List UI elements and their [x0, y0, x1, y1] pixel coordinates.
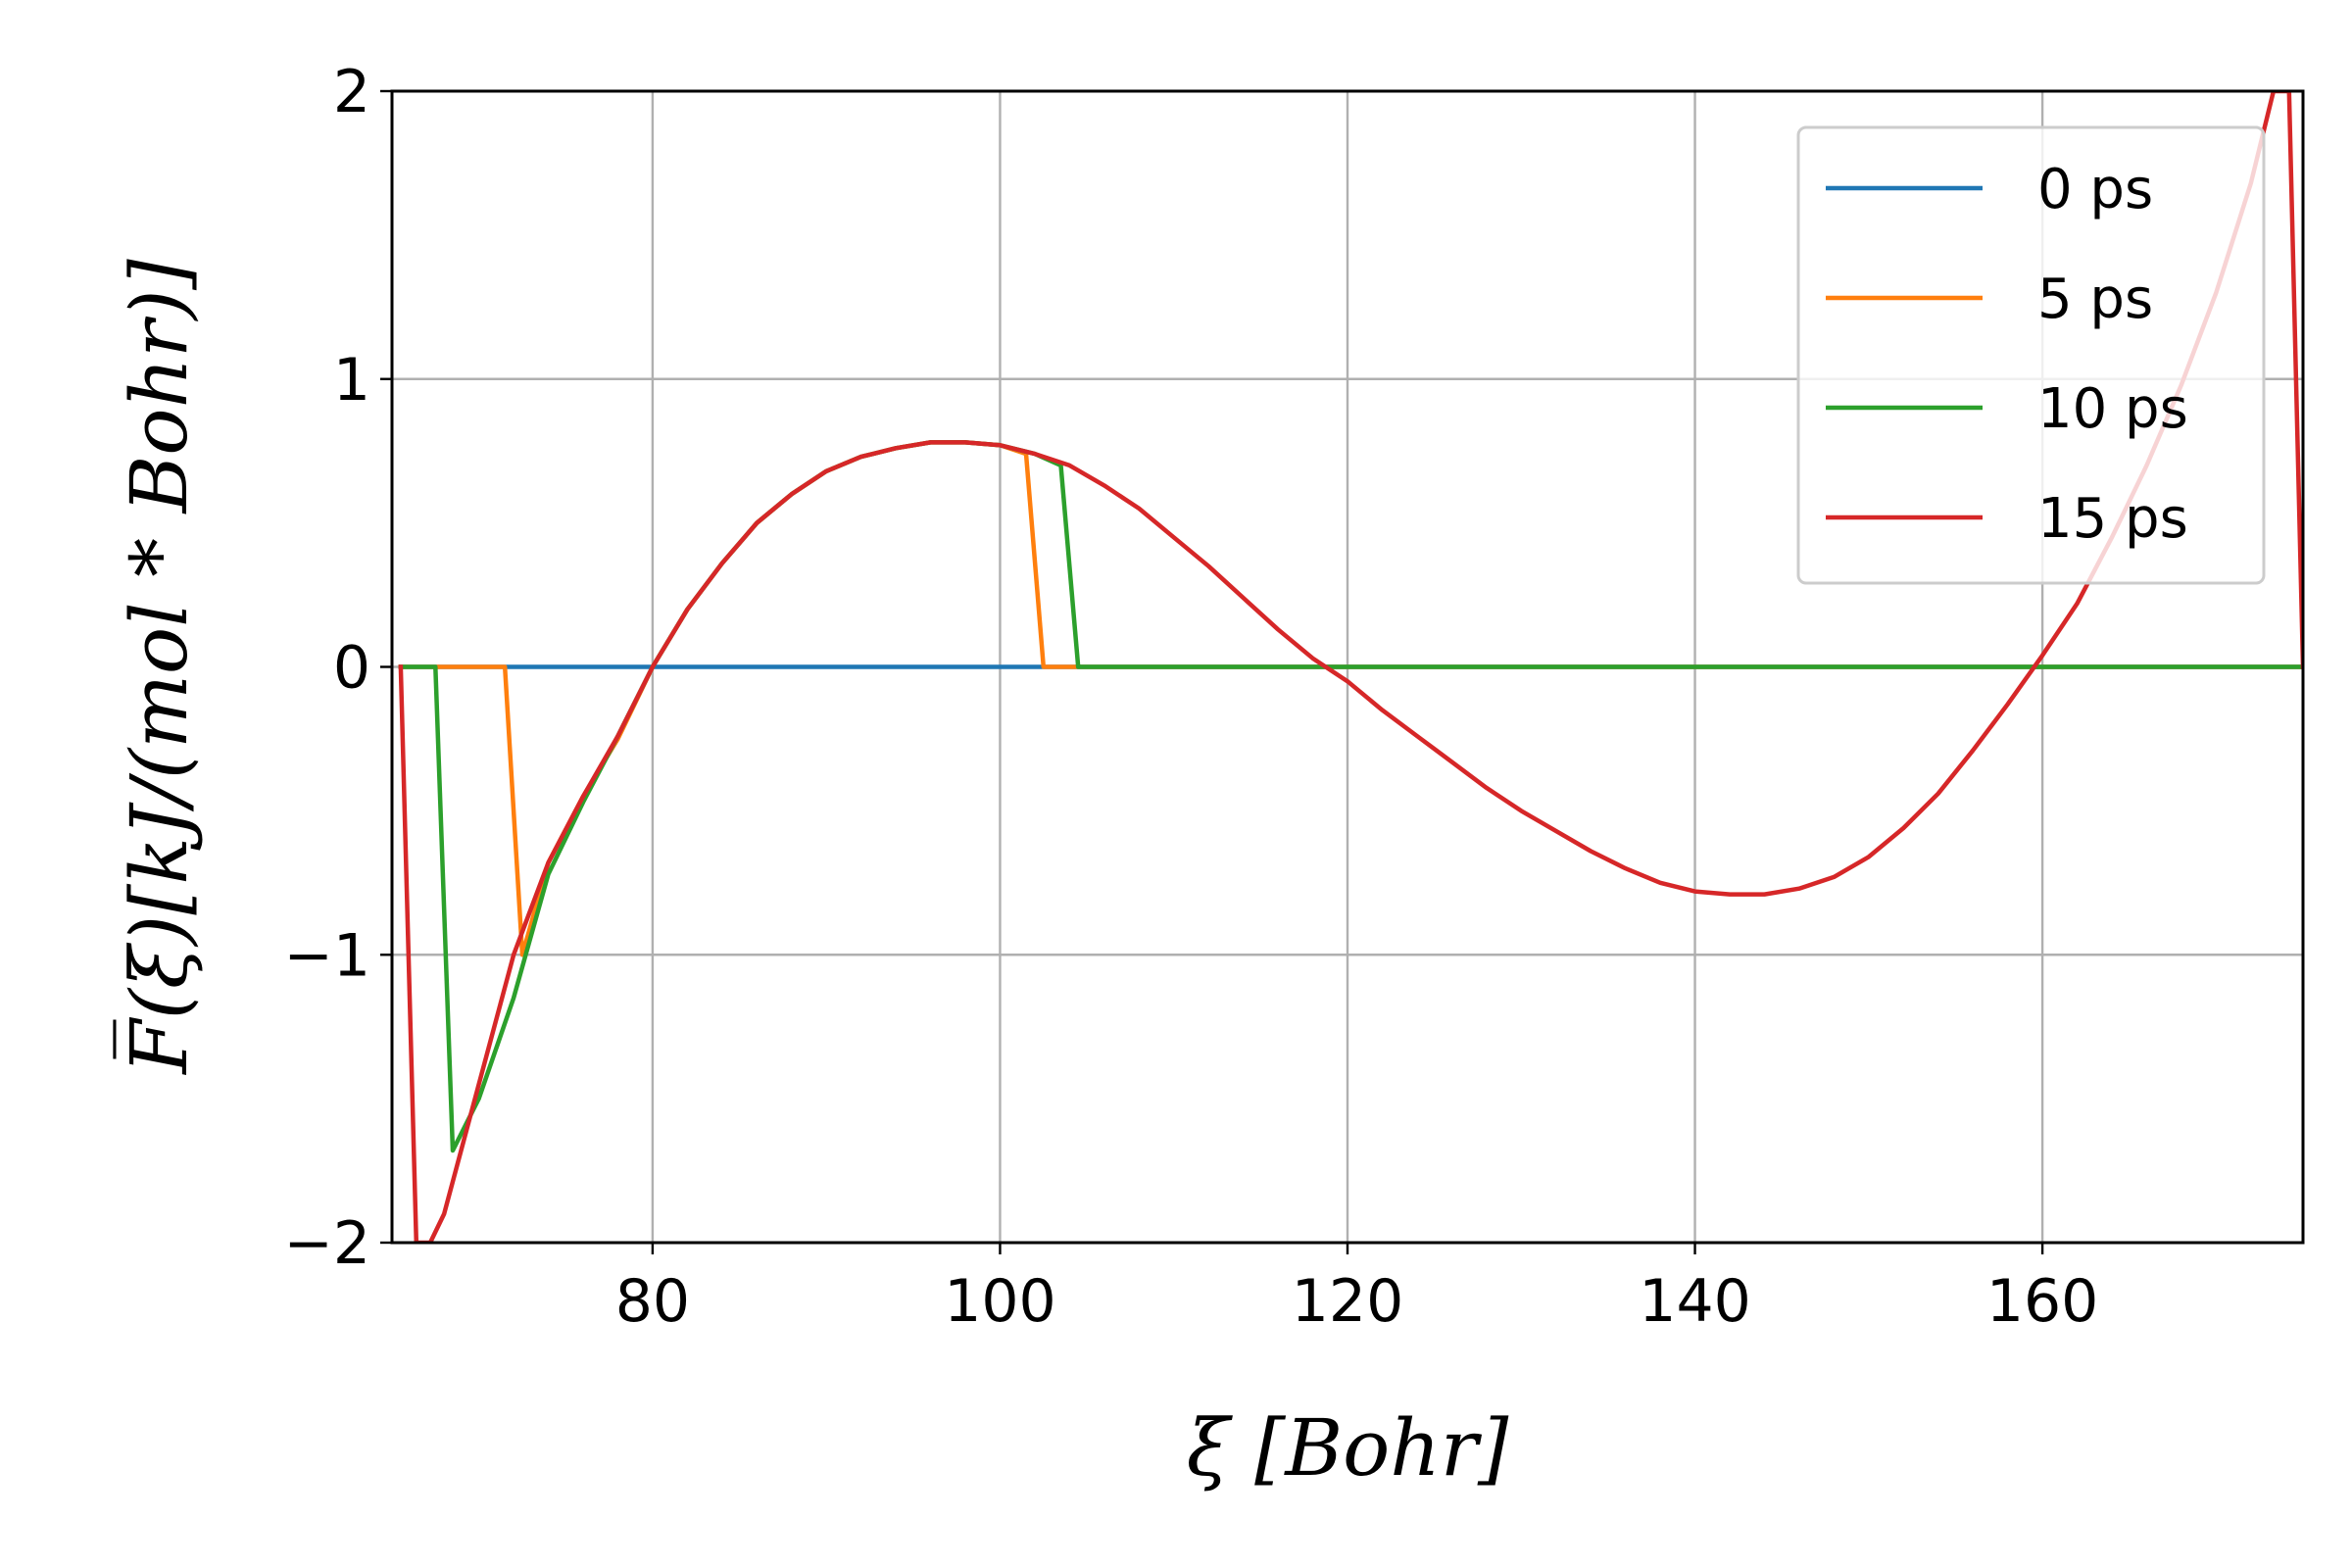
x-tick-label: 160	[1986, 1267, 2099, 1336]
x-tick-label: 140	[1639, 1267, 1751, 1336]
legend-box	[1796, 125, 2266, 585]
x-axis-label: ξ [Bohr]	[1187, 1402, 1509, 1494]
legend-label: 15 ps	[2037, 487, 2188, 551]
series-line-15-ps	[398, 91, 2303, 1243]
x-tick-label: 80	[615, 1267, 690, 1336]
y-tick-label: 0	[333, 634, 370, 703]
legend-label: 0 ps	[2037, 158, 2153, 221]
legend: 0 ps 5 ps 10 ps 15 ps	[1796, 125, 2266, 585]
x-tick-label: 100	[944, 1267, 1056, 1336]
legend-label: 10 ps	[2037, 377, 2188, 441]
y-tick-label: −1	[284, 921, 370, 990]
legend-label: 5 ps	[2037, 268, 2153, 331]
y-axis-label: F̅(ξ)[kJ/(mol * Bohr)]	[111, 258, 205, 1075]
y-tick-label: 1	[333, 346, 370, 415]
ticks: 80 100 120 140 160 −2 −1 0 1 2	[284, 58, 2099, 1336]
y-tick-label: −2	[284, 1209, 370, 1278]
y-tick-label: 2	[333, 58, 370, 126]
series-group	[398, 91, 2303, 1243]
x-tick-label: 120	[1292, 1267, 1404, 1336]
